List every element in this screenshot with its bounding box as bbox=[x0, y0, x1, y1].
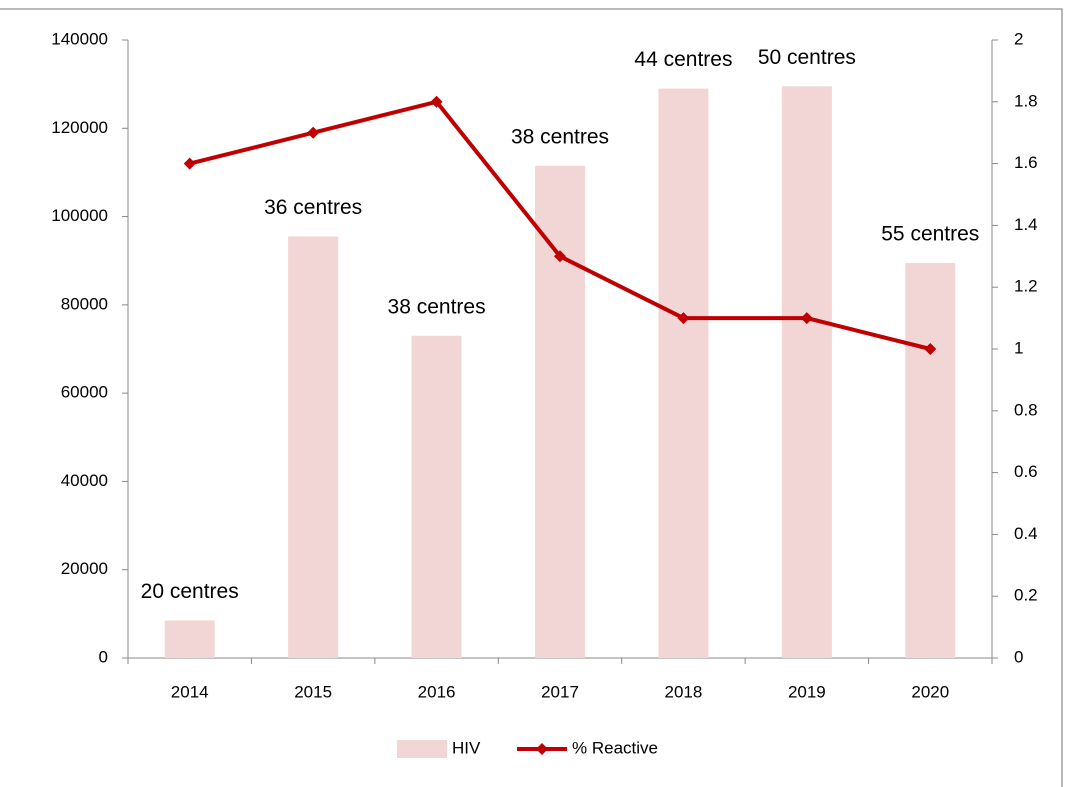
line-marker bbox=[430, 95, 443, 108]
chart-border bbox=[0, 8, 1063, 787]
legend-swatch bbox=[397, 740, 447, 758]
legend-label: % Reactive bbox=[572, 738, 658, 757]
y-tick-label: 60000 bbox=[61, 383, 108, 402]
x-tick-label: 2016 bbox=[418, 682, 456, 701]
y2-tick-label: 1.6 bbox=[1014, 153, 1038, 172]
y2-tick-label: 1.8 bbox=[1014, 91, 1038, 110]
y2-tick-label: 1.4 bbox=[1014, 215, 1038, 234]
y2-tick-label: 2 bbox=[1014, 29, 1023, 48]
line-marker bbox=[307, 126, 320, 139]
line-marker bbox=[183, 157, 196, 170]
bar-annotation: 38 centres bbox=[511, 125, 609, 148]
y-tick-label: 120000 bbox=[51, 118, 108, 137]
y2-tick-label: 0.2 bbox=[1014, 586, 1038, 605]
line-marker bbox=[554, 250, 566, 263]
x-tick-label: 2017 bbox=[541, 682, 579, 701]
y-tick-label: 100000 bbox=[51, 206, 108, 225]
line-marker bbox=[924, 343, 937, 355]
bar-annotation: 20 centres bbox=[141, 580, 239, 603]
bar bbox=[658, 88, 709, 659]
bar bbox=[164, 620, 215, 658]
bar-annotation: 36 centres bbox=[264, 196, 362, 219]
y-tick-label: 40000 bbox=[61, 471, 108, 490]
bar-annotation: 55 centres bbox=[881, 222, 979, 245]
x-tick-label: 2018 bbox=[665, 682, 703, 701]
bar-annotation: 50 centres bbox=[758, 46, 856, 69]
y2-tick-label: 0.6 bbox=[1014, 462, 1038, 481]
y-tick-label: 80000 bbox=[61, 294, 108, 313]
bar bbox=[411, 335, 462, 658]
line-marker bbox=[677, 312, 690, 325]
bar-annotation: 38 centres bbox=[388, 295, 486, 318]
bar bbox=[905, 262, 956, 658]
y-tick-label: 20000 bbox=[61, 559, 108, 578]
x-tick-label: 2019 bbox=[788, 682, 826, 701]
y2-tick-label: 0.4 bbox=[1014, 524, 1038, 543]
legend-label: HIV bbox=[452, 738, 481, 757]
y-tick-label: 0 bbox=[99, 647, 108, 666]
bar bbox=[781, 86, 832, 659]
bar bbox=[535, 165, 585, 659]
y2-tick-label: 0 bbox=[1014, 647, 1023, 666]
x-tick-label: 2014 bbox=[171, 682, 209, 701]
y2-tick-label: 0.8 bbox=[1014, 400, 1038, 419]
y2-tick-label: 1 bbox=[1014, 338, 1023, 357]
bar-annotation: 44 centres bbox=[634, 48, 732, 71]
x-tick-label: 2015 bbox=[294, 682, 332, 701]
legend-marker bbox=[536, 743, 548, 755]
bar bbox=[288, 236, 339, 658]
x-tick-label: 2020 bbox=[911, 682, 949, 701]
y2-tick-label: 1.2 bbox=[1014, 277, 1038, 296]
y-tick-label: 140000 bbox=[51, 29, 108, 48]
line-marker bbox=[800, 312, 813, 325]
